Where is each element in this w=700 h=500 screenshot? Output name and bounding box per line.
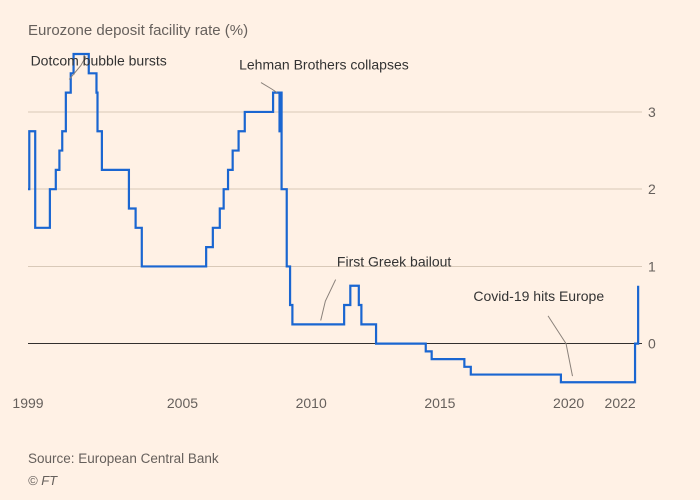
- y-tick-label: 0: [648, 336, 656, 352]
- annotation-leader: [261, 83, 277, 93]
- chart-subtitle: Eurozone deposit facility rate (%): [28, 22, 672, 39]
- x-tick-label: 2020: [553, 395, 584, 411]
- y-tick-label: 2: [648, 181, 656, 197]
- annotation-label: Lehman Brothers collapses: [239, 56, 409, 72]
- y-tick-label: 3: [648, 104, 656, 120]
- x-tick-label: 2005: [167, 395, 198, 411]
- x-tick-label: 2015: [424, 395, 455, 411]
- annotation-label: First Greek bailout: [337, 253, 451, 269]
- x-tick-label: 2022: [605, 395, 636, 411]
- copyright-text: © FT: [28, 473, 57, 488]
- rate-series-line: [28, 54, 638, 382]
- annotation-leader: [321, 280, 336, 321]
- y-tick-label: 1: [648, 258, 656, 274]
- source-text: Source: European Central Bank: [28, 451, 219, 466]
- x-tick-label: 1999: [12, 395, 43, 411]
- annotation-label: Dotcom bubble bursts: [31, 53, 167, 69]
- chart-svg: 0123199920052010201520202022Dotcom bubbl…: [28, 45, 672, 425]
- annotation-leader: [548, 316, 572, 376]
- plot-area: 0123199920052010201520202022Dotcom bubbl…: [28, 45, 672, 425]
- chart-container: Eurozone deposit facility rate (%) 0 1 2 3 1…: [0, 0, 700, 500]
- annotation-label: Covid-19 hits Europe: [473, 288, 604, 304]
- x-tick-label: 2010: [296, 395, 327, 411]
